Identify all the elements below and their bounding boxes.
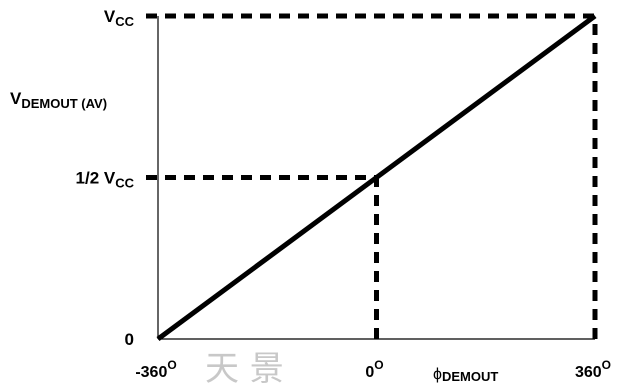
y-tick-label-3: VCC	[104, 7, 135, 29]
x-tick-label-2: 0O	[365, 358, 383, 381]
series-line	[156, 13, 597, 342]
y-tick-labels: 0 1/2 VCC VCC	[76, 7, 135, 349]
dashed-guides	[146, 13, 598, 339]
x-tick-label-3: 360O	[575, 358, 611, 381]
x-axis-label: ϕDEMOUT	[433, 366, 498, 384]
x-tick-labels: -360O 0O 360O	[135, 358, 611, 381]
y-tick-label-1: 0	[125, 330, 134, 349]
watermark: 天 景	[205, 349, 284, 385]
y-axis-label: VDEMOUT (AV)	[10, 89, 107, 111]
x-tick-label-1: -360O	[135, 358, 176, 381]
y-tick-label-2: 1/2 VCC	[76, 169, 135, 191]
